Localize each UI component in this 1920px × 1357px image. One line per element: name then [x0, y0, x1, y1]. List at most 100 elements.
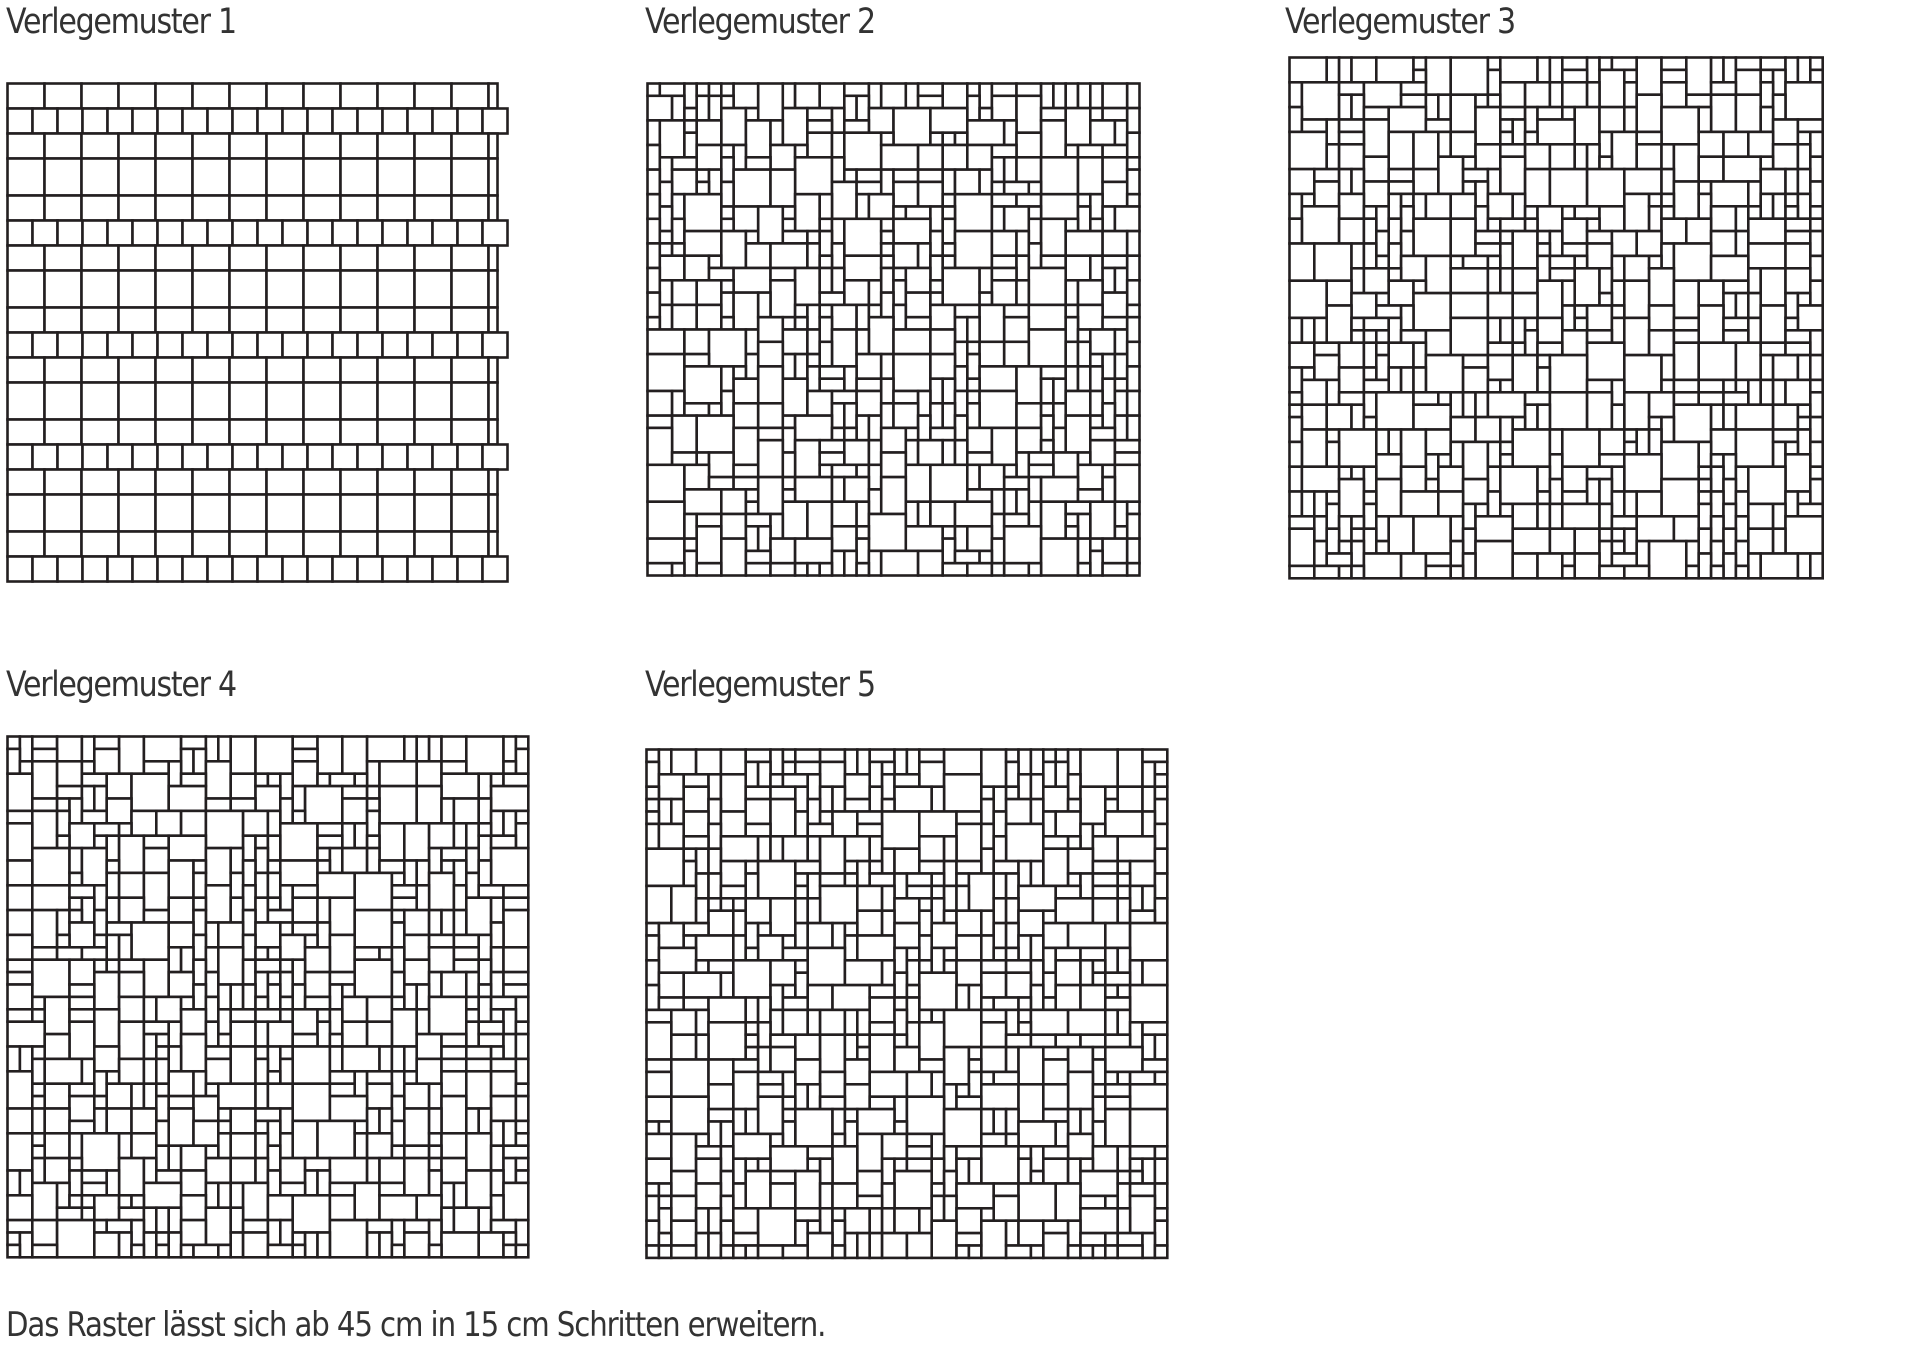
tile — [1088, 537, 1104, 553]
tile — [1103, 1244, 1119, 1260]
tile — [142, 846, 170, 875]
tile — [316, 859, 332, 875]
tile — [1116, 1070, 1132, 1086]
tile — [415, 983, 431, 1011]
tile — [843, 1033, 859, 1061]
tile — [106, 219, 134, 247]
tile — [489, 834, 518, 850]
tile — [1128, 859, 1157, 888]
tile — [1153, 1182, 1169, 1210]
tile — [1017, 1144, 1033, 1160]
tile — [302, 194, 342, 222]
tile — [719, 897, 735, 913]
tile — [855, 463, 871, 479]
tile — [291, 735, 319, 751]
tile — [769, 119, 785, 147]
tile — [720, 180, 735, 208]
tile — [142, 1082, 158, 1110]
tile — [1017, 772, 1033, 801]
tile — [1116, 1182, 1132, 1210]
tile — [1486, 254, 1502, 270]
tile — [155, 809, 183, 838]
tile — [1610, 490, 1626, 518]
tile — [1116, 946, 1132, 974]
tile — [6, 157, 46, 197]
tile — [450, 244, 490, 272]
tile — [1412, 167, 1440, 196]
tile — [793, 82, 822, 110]
tile — [378, 1231, 394, 1259]
tile — [942, 909, 958, 925]
tile — [1125, 303, 1141, 319]
tile — [256, 331, 284, 359]
tile — [1399, 192, 1415, 208]
tile — [719, 971, 735, 999]
tile — [328, 1193, 356, 1222]
tile — [1337, 93, 1353, 121]
tile — [365, 1218, 394, 1234]
tile — [867, 315, 895, 356]
tile — [1113, 352, 1129, 381]
tile — [6, 418, 46, 446]
tile — [855, 328, 871, 356]
tile — [1350, 316, 1366, 332]
tile — [892, 328, 932, 356]
tile — [719, 1120, 735, 1148]
tile — [1523, 328, 1539, 357]
tile — [1598, 205, 1626, 233]
tile — [1153, 847, 1169, 875]
tile — [979, 847, 995, 875]
tile — [744, 785, 772, 801]
tile — [6, 859, 34, 887]
tile — [893, 1095, 909, 1123]
tile — [1128, 921, 1169, 962]
tile — [868, 1095, 896, 1111]
tile — [707, 1120, 723, 1148]
tile — [893, 785, 934, 813]
tile — [1125, 168, 1141, 196]
tile — [830, 524, 858, 553]
tile — [1125, 131, 1141, 159]
tile — [55, 784, 84, 800]
tile — [1088, 217, 1104, 233]
tile — [1784, 242, 1812, 270]
tile — [929, 377, 944, 405]
tile — [707, 254, 723, 270]
tile — [1585, 378, 1614, 394]
tile — [1288, 440, 1304, 468]
tile — [1064, 500, 1092, 516]
tile — [1375, 539, 1391, 555]
tile — [1784, 167, 1800, 196]
tile — [694, 748, 723, 776]
tile — [992, 1107, 1008, 1136]
tile — [1002, 315, 1031, 344]
tile — [1548, 428, 1564, 456]
tile — [1387, 366, 1403, 394]
tile — [720, 488, 748, 516]
tile — [406, 555, 434, 583]
tile — [1015, 131, 1043, 159]
tile — [1622, 490, 1638, 518]
tile — [489, 846, 530, 887]
tile — [514, 995, 530, 1023]
tile — [1635, 56, 1663, 97]
tile — [856, 1107, 896, 1136]
tile — [452, 908, 468, 937]
tile — [1660, 205, 1676, 221]
tile — [941, 561, 969, 577]
tile — [806, 242, 821, 270]
tile — [645, 1120, 661, 1136]
tile — [1499, 130, 1515, 146]
tile — [1288, 403, 1304, 419]
tile — [657, 1231, 673, 1247]
tile — [1113, 377, 1129, 393]
tile — [953, 192, 994, 233]
tile — [450, 194, 490, 222]
tile — [658, 180, 674, 208]
tile — [917, 1020, 946, 1061]
tile — [1101, 401, 1117, 430]
tile — [1288, 490, 1304, 518]
tile — [1125, 315, 1141, 344]
tile — [1300, 490, 1316, 518]
tile — [415, 1032, 443, 1061]
